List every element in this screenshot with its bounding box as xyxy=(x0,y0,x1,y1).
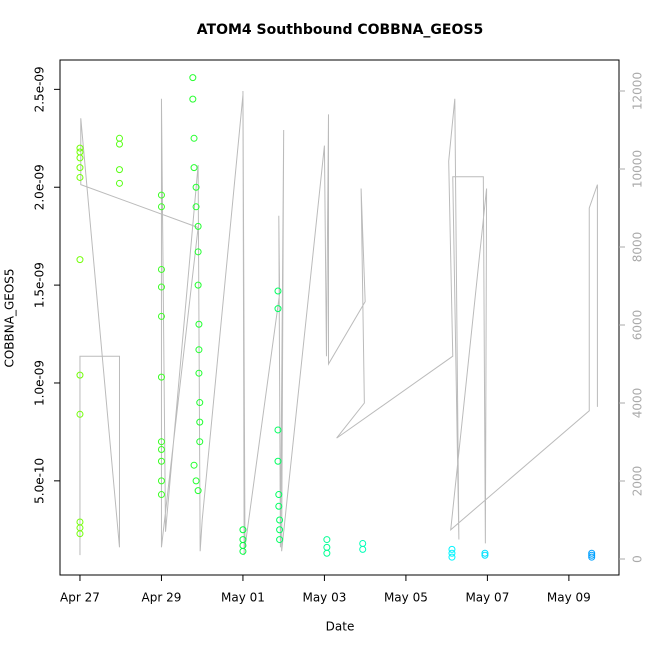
chart-title: ATOM4 Southbound COBBNA_GEOS5 xyxy=(197,22,483,38)
y2-tick-label: 8000 xyxy=(631,232,645,263)
data-point xyxy=(276,526,284,534)
data-point xyxy=(588,551,596,559)
data-point xyxy=(192,203,200,211)
data-point xyxy=(275,491,283,499)
data-point xyxy=(323,549,331,557)
data-point xyxy=(190,164,198,172)
data-point xyxy=(115,134,123,142)
y-tick-label: 1.0e-09 xyxy=(33,360,47,406)
x-tick-label: May 03 xyxy=(302,591,346,605)
data-point xyxy=(189,95,197,103)
data-point xyxy=(359,539,367,547)
data-point xyxy=(194,281,202,289)
data-point xyxy=(323,536,331,544)
y2-tick-label: 0 xyxy=(631,555,645,563)
data-point xyxy=(481,551,489,559)
data-point xyxy=(274,426,282,434)
data-point xyxy=(239,526,247,534)
y-tick-label: 2.0e-09 xyxy=(33,164,47,210)
data-point xyxy=(448,545,456,553)
data-point xyxy=(276,536,284,544)
data-point xyxy=(157,457,165,465)
x-tick-label: Apr 29 xyxy=(142,591,182,605)
data-point xyxy=(196,399,204,407)
data-point xyxy=(359,545,367,553)
data-point xyxy=(274,287,282,295)
data-point xyxy=(448,549,456,557)
data-point xyxy=(157,265,165,273)
data-point xyxy=(157,203,165,211)
data-point xyxy=(157,373,165,381)
data-point xyxy=(157,477,165,485)
secondary-line xyxy=(79,91,598,556)
data-point xyxy=(194,487,202,495)
data-point xyxy=(76,410,84,418)
x-tick-label: May 01 xyxy=(221,591,265,605)
x-tick-label: May 07 xyxy=(465,591,509,605)
y-tick-label: 5.0e-10 xyxy=(33,458,47,504)
data-point xyxy=(239,547,247,555)
data-point xyxy=(157,283,165,291)
data-point xyxy=(192,477,200,485)
data-point xyxy=(192,183,200,191)
y-tick-label: 2.5e-09 xyxy=(33,66,47,112)
data-point xyxy=(76,154,84,162)
data-point xyxy=(194,222,202,230)
data-point xyxy=(76,371,84,379)
data-point xyxy=(588,549,596,557)
data-point xyxy=(76,144,84,152)
data-point xyxy=(157,446,165,454)
data-point xyxy=(196,438,204,446)
data-point xyxy=(157,438,165,446)
x-tick-label: Apr 27 xyxy=(60,591,100,605)
data-point xyxy=(115,179,123,187)
data-point xyxy=(481,549,489,557)
plot-frame xyxy=(59,59,620,576)
data-point xyxy=(115,140,123,148)
data-point xyxy=(275,502,283,510)
data-point xyxy=(157,191,165,199)
data-point xyxy=(323,543,331,551)
data-point xyxy=(276,516,284,524)
x-tick-label: May 09 xyxy=(547,591,591,605)
data-point xyxy=(195,346,203,354)
y2-tick-label: 2000 xyxy=(631,466,645,497)
data-point xyxy=(588,553,596,561)
data-point xyxy=(196,418,204,426)
x-axis-label: Date xyxy=(326,620,355,634)
data-point xyxy=(448,553,456,561)
y2-tick-label: 4000 xyxy=(631,388,645,419)
data-point xyxy=(190,461,198,469)
y2-tick-label: 12000 xyxy=(631,72,645,110)
data-point xyxy=(274,305,282,313)
y-tick-label: 1.5e-09 xyxy=(33,262,47,308)
data-point xyxy=(157,312,165,320)
data-point xyxy=(115,166,123,174)
data-point xyxy=(157,491,165,499)
data-point xyxy=(76,164,84,172)
data-point xyxy=(195,369,203,377)
data-point xyxy=(76,530,84,538)
data-point xyxy=(190,134,198,142)
x-tick-label: May 05 xyxy=(384,591,428,605)
y-axis-label: COBBNA_GEOS5 xyxy=(3,268,17,367)
y2-tick-label: 10000 xyxy=(631,150,645,188)
data-point xyxy=(76,256,84,264)
data-point xyxy=(194,248,202,256)
data-point xyxy=(76,173,84,181)
data-point xyxy=(274,457,282,465)
data-point xyxy=(195,320,203,328)
y2-tick-label: 6000 xyxy=(631,310,645,341)
data-point xyxy=(189,74,197,82)
